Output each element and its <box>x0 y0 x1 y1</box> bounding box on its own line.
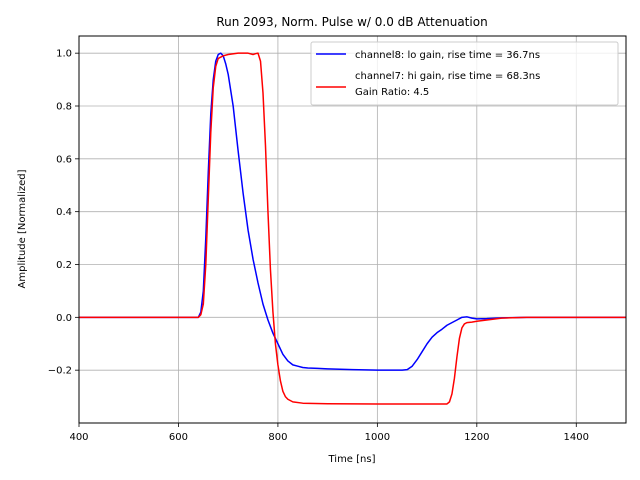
x-tick-label: 1400 <box>564 432 589 443</box>
ticks: 400 600 800 1000 1200 1400 −0.2 0.0 0.2 0.4 0.6 0.8… <box>48 49 589 443</box>
y-tick-label: 1.0 <box>56 49 72 60</box>
y-tick-label: −0.2 <box>48 366 72 377</box>
x-tick-label: 800 <box>268 432 287 443</box>
legend-box <box>310 41 619 106</box>
y-tick-label: 0.2 <box>56 260 72 271</box>
legend-label-channel8: channel8: lo gain, rise time = 36.7ns <box>355 50 540 61</box>
x-axis-label: Time [ns] <box>327 454 375 465</box>
x-tick-label: 1200 <box>464 432 489 443</box>
chart-title: Run 2093, Norm. Pulse w/ 0.0 dB Attenuat… <box>216 15 487 29</box>
y-tick-label: 0.4 <box>56 207 72 218</box>
legend-label-channel7: channel7: hi gain, rise time = 68.3ns <box>355 71 540 82</box>
y-axis-label: Amplitude [Normalized] <box>17 169 28 288</box>
y-tick-label: 0.0 <box>56 313 72 324</box>
series-line-channel8 <box>79 52 626 371</box>
series-line-channel7 <box>79 52 626 405</box>
x-tick-label: 1000 <box>365 432 390 443</box>
x-tick-label: 600 <box>169 432 188 443</box>
legend-extra-text: Gain Ratio: 4.5 <box>355 87 429 98</box>
legend: channel8: lo gain, rise time = 36.7ns ch… <box>310 41 619 106</box>
y-tick-label: 0.6 <box>56 154 72 165</box>
plot-frame <box>78 35 627 424</box>
series-lines <box>79 52 626 405</box>
x-tick-label: 400 <box>69 432 88 443</box>
y-tick-label: 0.8 <box>56 102 72 113</box>
